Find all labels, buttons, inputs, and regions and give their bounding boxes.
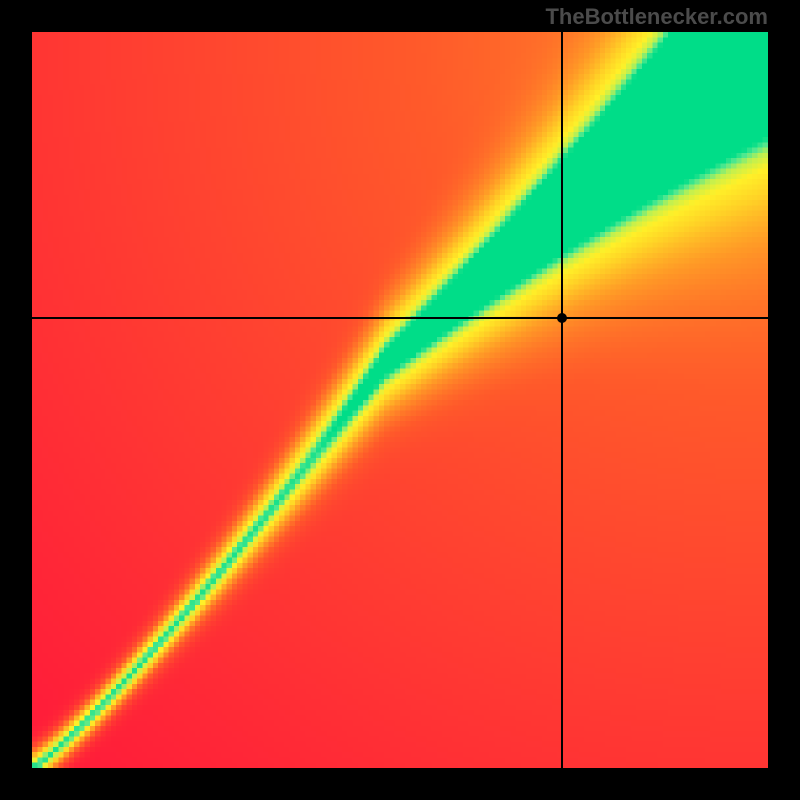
bottleneck-heatmap: [32, 32, 768, 768]
watermark-text: TheBottlenecker.com: [545, 4, 768, 30]
crosshair-marker: [557, 313, 567, 323]
crosshair-horizontal: [32, 317, 768, 319]
chart-container: TheBottlenecker.com: [0, 0, 800, 800]
crosshair-vertical: [561, 32, 563, 768]
